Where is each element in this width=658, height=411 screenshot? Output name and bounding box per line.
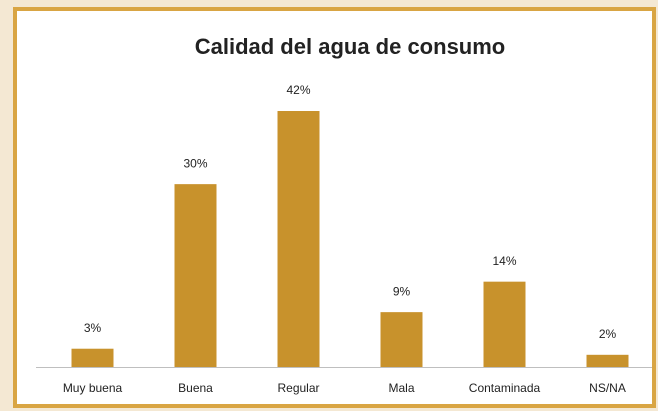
bar (174, 184, 217, 367)
x-tick-label: Muy buena (63, 381, 123, 395)
data-label: 14% (492, 254, 516, 268)
x-tick-label: Buena (178, 381, 213, 395)
bar (71, 348, 114, 367)
bar (586, 354, 629, 367)
x-tick-label: Contaminada (469, 381, 541, 395)
x-tick-label: NS/NA (589, 381, 626, 395)
bar (380, 312, 423, 367)
chart-frame (13, 7, 656, 408)
data-label: 3% (84, 321, 102, 335)
bar (483, 281, 526, 367)
data-label: 9% (393, 284, 411, 298)
x-tick-label: Regular (277, 381, 319, 395)
data-label: 2% (599, 327, 617, 341)
data-label: 30% (183, 156, 207, 170)
chart-title: Calidad del agua de consumo (195, 34, 506, 59)
bar (277, 111, 320, 367)
x-tick-label: Mala (388, 381, 414, 395)
data-label: 42% (286, 83, 310, 97)
